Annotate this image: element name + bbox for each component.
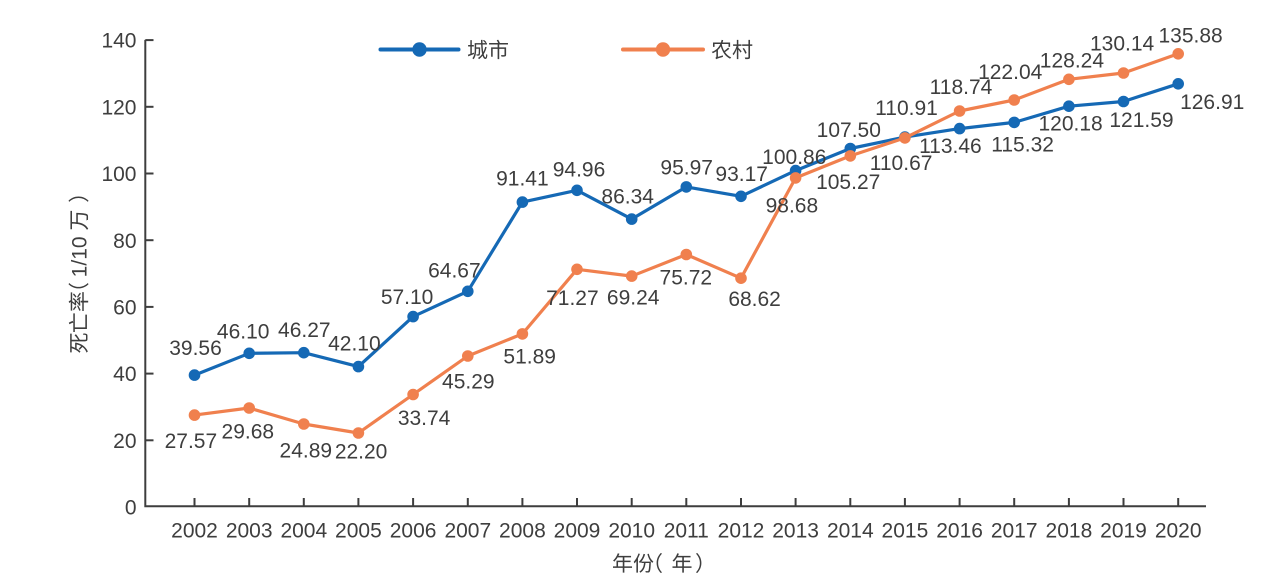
svg-text:64.67: 64.67 bbox=[428, 259, 481, 282]
svg-text:118.74: 118.74 bbox=[930, 76, 993, 99]
svg-text:135.88: 135.88 bbox=[1158, 24, 1222, 47]
svg-text:27.57: 27.57 bbox=[165, 430, 218, 453]
svg-text:29.68: 29.68 bbox=[222, 421, 275, 444]
svg-text:71.27: 71.27 bbox=[546, 287, 599, 310]
svg-text:68.62: 68.62 bbox=[728, 288, 781, 311]
svg-text:2005: 2005 bbox=[335, 520, 382, 543]
svg-text:107.50: 107.50 bbox=[817, 119, 881, 142]
svg-text:2013: 2013 bbox=[772, 520, 819, 543]
svg-text:2018: 2018 bbox=[1046, 520, 1093, 543]
svg-text:2020: 2020 bbox=[1155, 520, 1202, 543]
svg-text:128.24: 128.24 bbox=[1040, 49, 1105, 72]
svg-text:113.46: 113.46 bbox=[919, 135, 982, 158]
svg-text:2003: 2003 bbox=[226, 520, 273, 543]
svg-text:40: 40 bbox=[113, 363, 136, 386]
svg-text:2019: 2019 bbox=[1100, 520, 1147, 543]
svg-text:2015: 2015 bbox=[882, 520, 929, 543]
svg-text:2012: 2012 bbox=[718, 520, 765, 543]
svg-text:122.04: 122.04 bbox=[978, 61, 1043, 84]
svg-text:98.68: 98.68 bbox=[766, 194, 819, 217]
svg-text:2011: 2011 bbox=[664, 520, 709, 543]
svg-text:20: 20 bbox=[113, 430, 136, 453]
svg-text:140: 140 bbox=[101, 30, 136, 53]
svg-text:126.91: 126.91 bbox=[1180, 91, 1244, 114]
svg-text:75.72: 75.72 bbox=[660, 267, 713, 290]
svg-text:2006: 2006 bbox=[390, 520, 437, 543]
svg-text:42.10: 42.10 bbox=[328, 333, 381, 356]
svg-text:46.10: 46.10 bbox=[217, 320, 270, 343]
svg-text:110.67: 110.67 bbox=[870, 152, 933, 175]
svg-text:60: 60 bbox=[113, 297, 136, 320]
svg-text:100: 100 bbox=[101, 163, 136, 186]
svg-text:110.91: 110.91 bbox=[875, 97, 938, 120]
svg-text:24.89: 24.89 bbox=[280, 440, 333, 463]
svg-text:1/10: 1/10 bbox=[69, 236, 92, 277]
svg-text:22.20: 22.20 bbox=[335, 440, 388, 463]
svg-text:130.14: 130.14 bbox=[1090, 33, 1155, 56]
svg-text:0: 0 bbox=[125, 497, 137, 520]
svg-text:33.74: 33.74 bbox=[398, 407, 451, 430]
svg-text:57.10: 57.10 bbox=[381, 286, 434, 309]
svg-text:105.27: 105.27 bbox=[816, 171, 880, 194]
svg-text:115.32: 115.32 bbox=[991, 134, 1054, 157]
svg-text:93.17: 93.17 bbox=[715, 163, 768, 186]
svg-text:80: 80 bbox=[113, 230, 136, 253]
svg-text:39.56: 39.56 bbox=[169, 337, 222, 360]
svg-text:2008: 2008 bbox=[499, 520, 546, 543]
svg-text:2002: 2002 bbox=[171, 520, 218, 543]
svg-text:45.29: 45.29 bbox=[442, 371, 495, 394]
svg-text:86.34: 86.34 bbox=[601, 185, 654, 208]
svg-text:2014: 2014 bbox=[827, 520, 874, 543]
svg-text:2016: 2016 bbox=[936, 520, 983, 543]
svg-text:95.97: 95.97 bbox=[660, 157, 713, 180]
svg-text:91.41: 91.41 bbox=[496, 168, 549, 191]
svg-text:2007: 2007 bbox=[444, 520, 491, 543]
svg-text:94.96: 94.96 bbox=[553, 159, 606, 182]
svg-text:121.59: 121.59 bbox=[1109, 109, 1173, 132]
svg-text:120: 120 bbox=[101, 96, 136, 119]
svg-text:2004: 2004 bbox=[280, 520, 327, 543]
svg-text:120.18: 120.18 bbox=[1038, 113, 1102, 136]
svg-text:46.27: 46.27 bbox=[278, 319, 331, 342]
svg-text:2010: 2010 bbox=[608, 520, 655, 543]
svg-text:2009: 2009 bbox=[554, 520, 601, 543]
svg-text:51.89: 51.89 bbox=[503, 346, 556, 369]
svg-text:2017: 2017 bbox=[991, 520, 1038, 543]
svg-text:69.24: 69.24 bbox=[607, 287, 660, 310]
svg-text:100.86: 100.86 bbox=[762, 146, 826, 169]
